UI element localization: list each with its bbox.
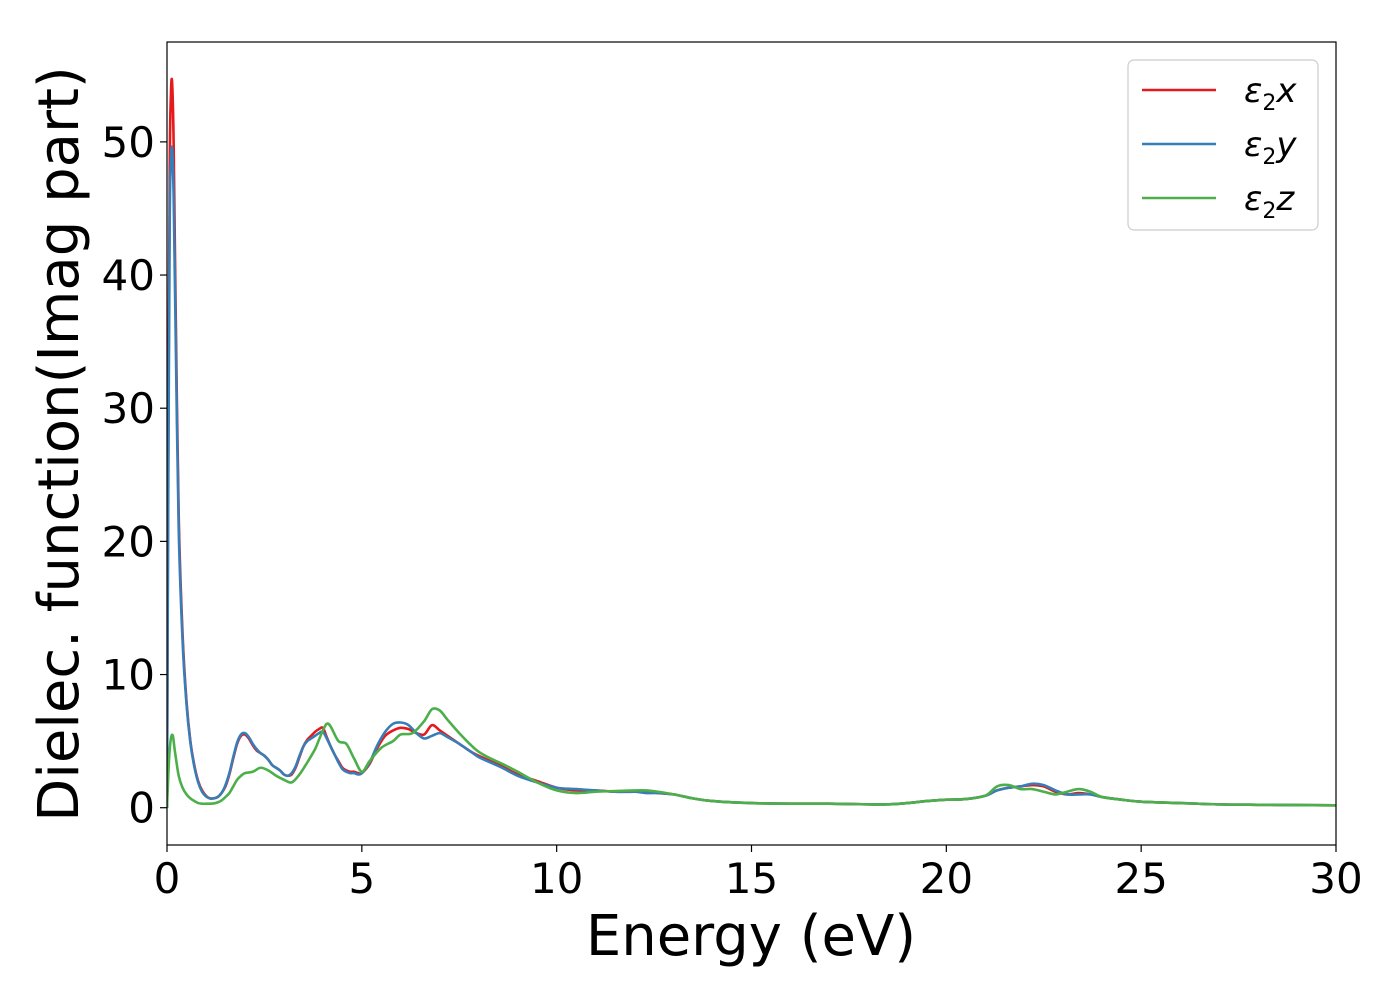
legend-box — [1127, 59, 1319, 231]
y-axis-label: Dielec. function(Imag part) — [27, 66, 92, 822]
legend-label-z: ε2z — [1244, 179, 1295, 224]
x-tick-label: 0 — [154, 854, 181, 903]
x-axis-ticks: 0 5 10 15 20 25 30 — [154, 845, 1363, 903]
legend: ε2x ε2y ε2z — [1127, 59, 1319, 231]
y-tick-label: 40 — [102, 251, 155, 300]
x-tick-label: 10 — [530, 854, 583, 903]
legend-label-y: ε2y — [1244, 125, 1297, 170]
series-layer — [167, 77, 1336, 808]
x-axis-label: Energy (eV) — [586, 904, 916, 969]
y-tick-label: 10 — [102, 651, 155, 700]
series-line-z — [167, 707, 1336, 808]
legend-label-x: ε2x — [1244, 71, 1297, 116]
y-axis-ticks: 0 10 20 30 40 50 — [102, 118, 167, 833]
x-tick-label: 15 — [725, 854, 778, 903]
y-tick-label: 0 — [128, 784, 155, 833]
x-tick-label: 30 — [1309, 854, 1362, 903]
x-tick-label: 20 — [920, 854, 973, 903]
x-tick-label: 25 — [1114, 854, 1167, 903]
y-tick-label: 30 — [102, 384, 155, 433]
x-tick-label: 5 — [348, 854, 375, 903]
y-tick-label: 50 — [102, 118, 155, 167]
y-tick-label: 20 — [102, 517, 155, 566]
